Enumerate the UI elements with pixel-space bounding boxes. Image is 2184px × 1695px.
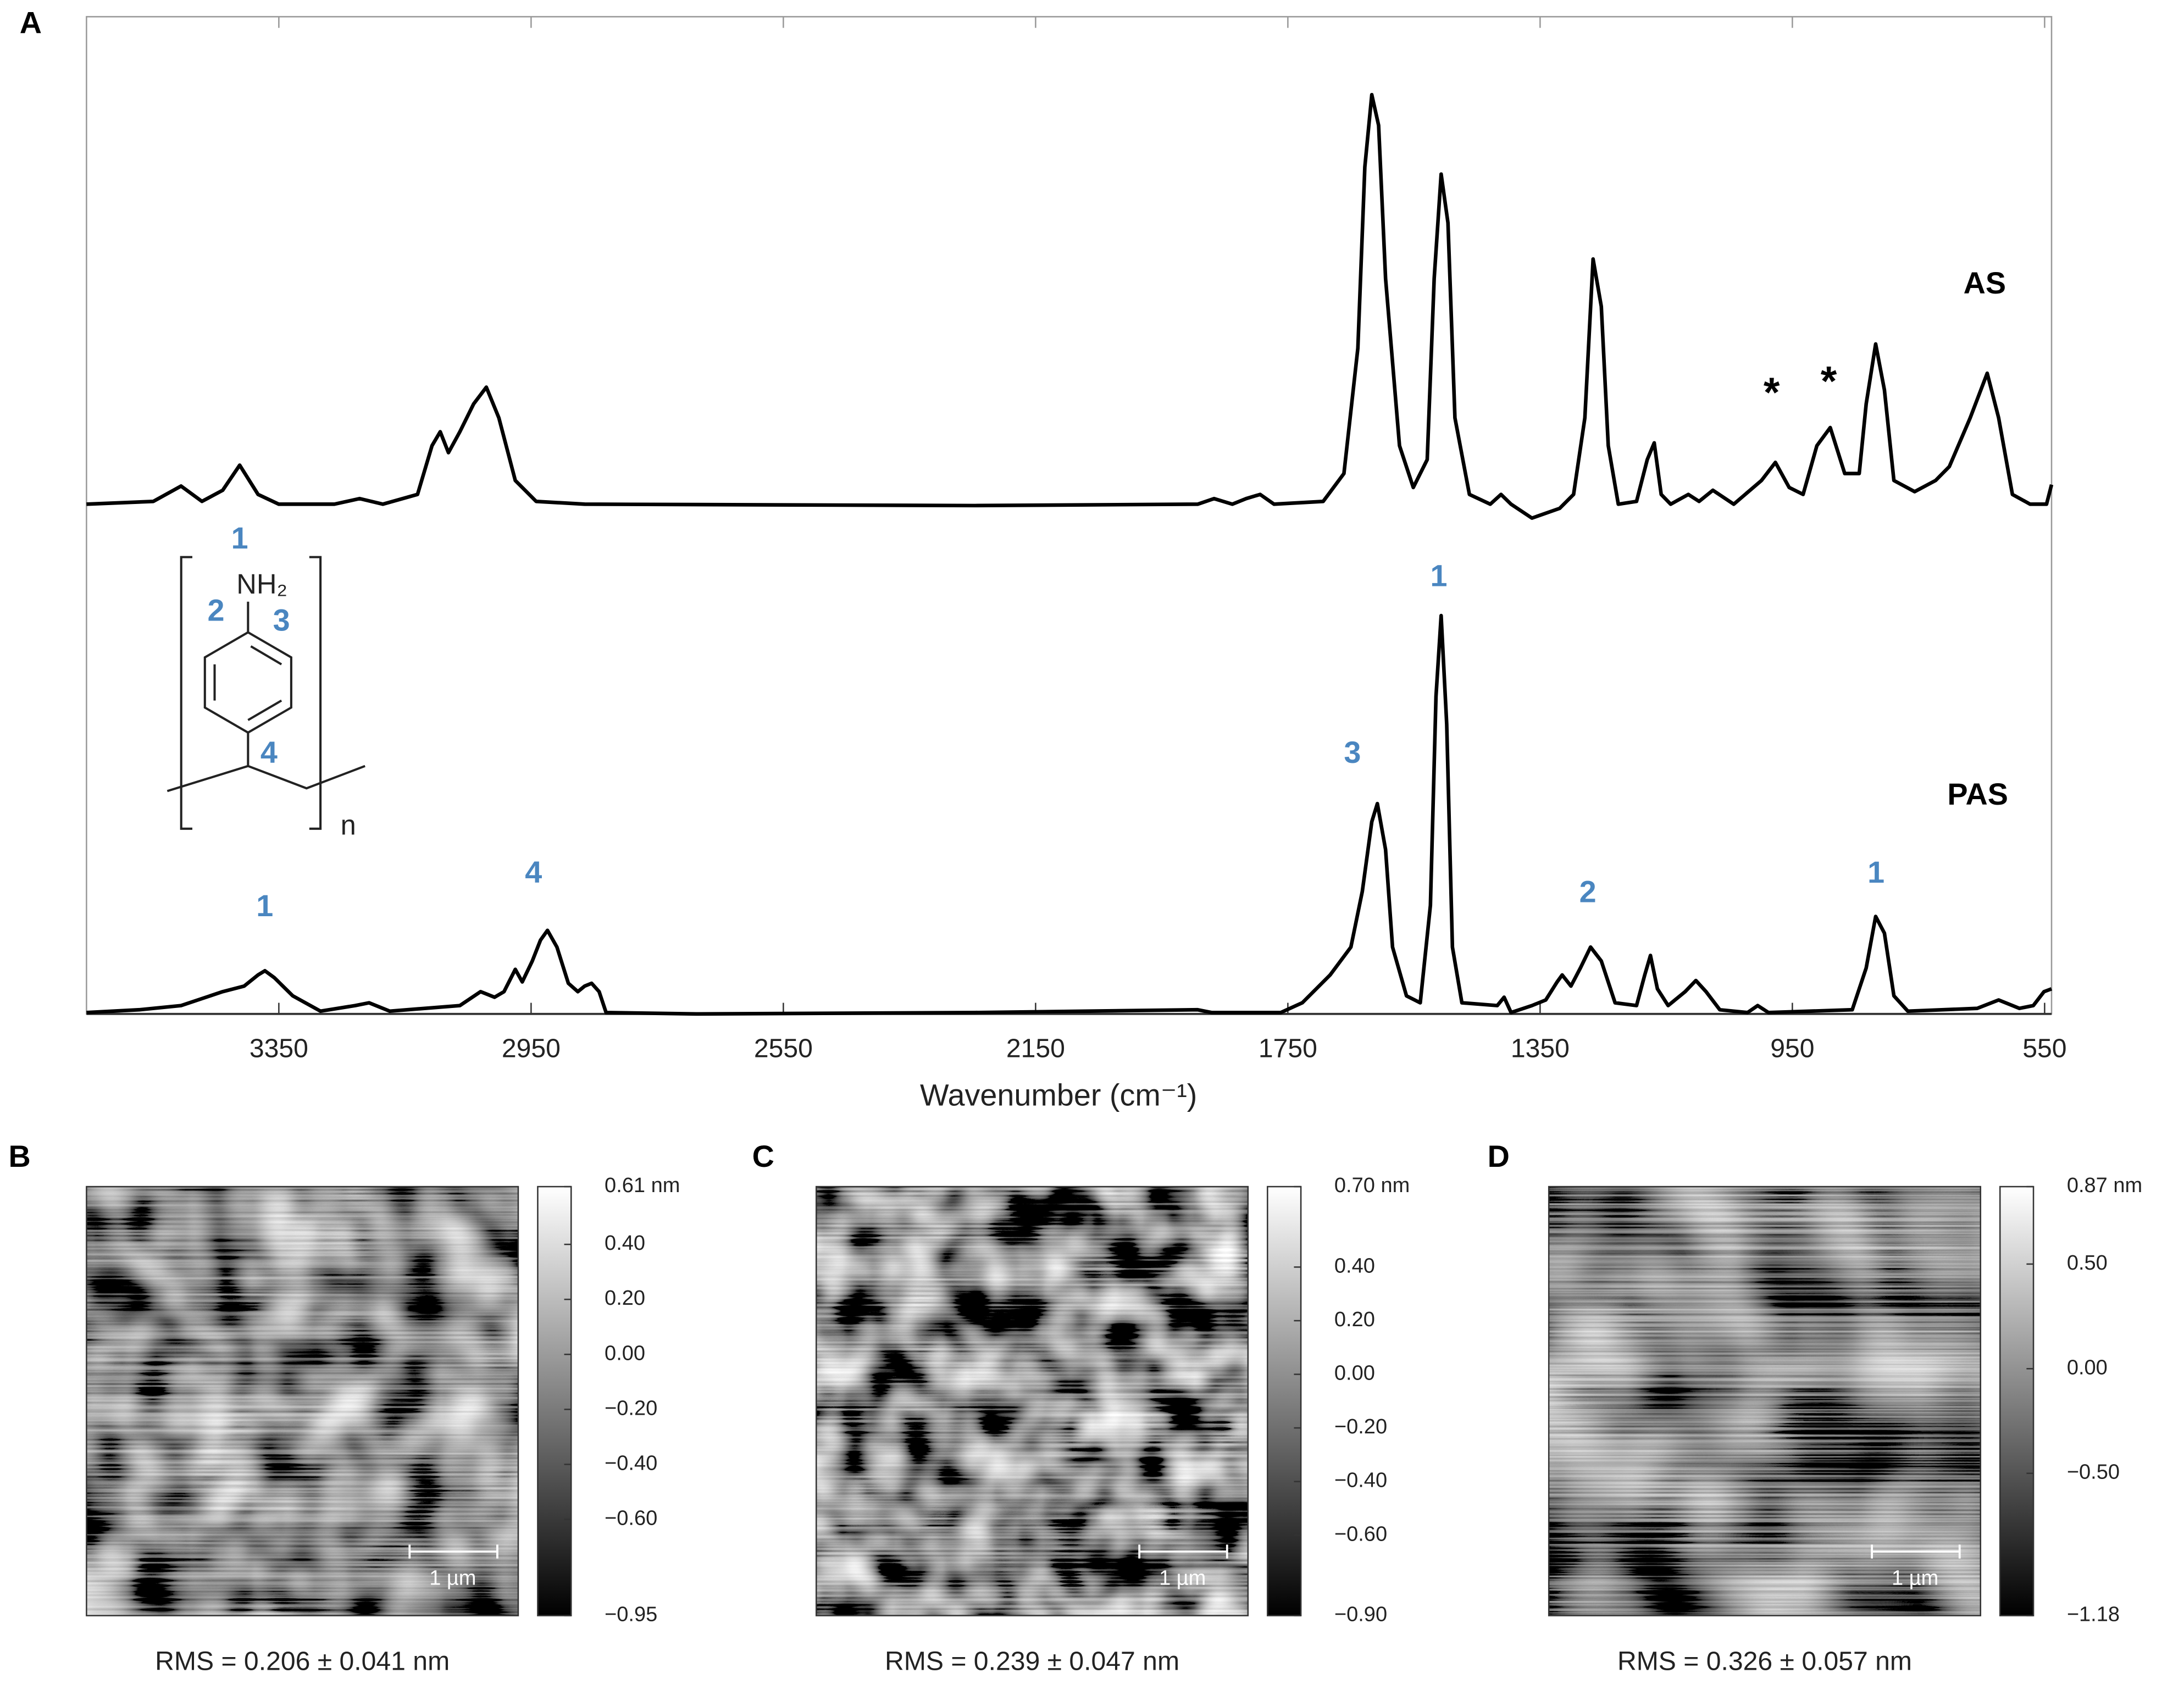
- scale-bar-label: 1 µm: [1159, 1567, 1206, 1590]
- colorbar-tick-label: −0.50: [2067, 1461, 2120, 1484]
- scale-bar: [408, 1544, 498, 1559]
- x-tick-label: 1350: [1511, 1033, 1570, 1063]
- peak-label: 2: [1579, 875, 1597, 909]
- marker-label: *: [1821, 358, 1837, 405]
- image-frame: [1548, 1186, 1982, 1616]
- colorbar-tick-label: 0.00: [605, 1342, 645, 1365]
- atom-label: 3: [273, 603, 290, 637]
- series-label: AS: [1964, 266, 2006, 300]
- x-tick-label: 1750: [1259, 1033, 1317, 1063]
- colorbar-tick-label: −0.60: [1334, 1522, 1387, 1546]
- panel-label: D: [1488, 1139, 1510, 1173]
- peak-label: 3: [1344, 735, 1361, 769]
- colorbar-tick-label: −0.20: [1334, 1415, 1387, 1438]
- panel-label: B: [8, 1139, 30, 1173]
- x-tick-label: 2550: [754, 1033, 813, 1063]
- panel-label: C: [752, 1139, 774, 1173]
- atom-label: 1: [231, 521, 248, 555]
- bracket: [180, 556, 322, 830]
- amine-group: NH₂: [236, 568, 287, 600]
- afm-image: [1549, 1187, 1981, 1616]
- colorbar-tick-label: 0.40: [605, 1232, 645, 1255]
- x-tick-label: 3350: [250, 1033, 308, 1063]
- colorbar-tick-label: −0.40: [605, 1452, 657, 1475]
- image-frame: [86, 1186, 519, 1616]
- bonds: [167, 601, 365, 793]
- colorbar-tick-label: 0.00: [1334, 1362, 1375, 1385]
- x-tick-label: 2950: [502, 1033, 561, 1063]
- colorbar: [1267, 1186, 1302, 1616]
- atom-label: 4: [260, 735, 278, 769]
- scale-bar-label: 1 µm: [429, 1567, 476, 1590]
- afm-image: [86, 1187, 518, 1616]
- afm-image: [816, 1187, 1248, 1616]
- scale-bar: [1138, 1544, 1228, 1559]
- colorbar-tick-label: −0.60: [605, 1506, 657, 1530]
- colorbar-tick-label: 0.87 nm: [2067, 1174, 2142, 1197]
- spectrum-line: [86, 613, 2053, 1016]
- spectrum-line: [86, 93, 2054, 520]
- rms-caption: RMS = 0.239 ± 0.047 nm: [885, 1646, 1179, 1676]
- colorbar-tick-label: 0.70 nm: [1334, 1174, 1410, 1197]
- colorbar-tick-label: −1.18: [2067, 1603, 2120, 1626]
- series-label: PAS: [1947, 777, 2008, 811]
- colorbar-tick-label: 0.20: [1334, 1308, 1375, 1331]
- colorbar-tick-label: 0.50: [2067, 1251, 2108, 1275]
- peak-label: 1: [256, 889, 273, 923]
- colorbar-tick-label: 0.61 nm: [605, 1174, 680, 1197]
- x-tick-label: 950: [1770, 1033, 1814, 1063]
- colorbar-tick-label: −0.40: [1334, 1469, 1387, 1492]
- x-tick-label: 2150: [1006, 1033, 1065, 1063]
- peak-label: 4: [525, 855, 542, 889]
- colorbar-tick-label: −0.95: [605, 1603, 657, 1626]
- x-axis-label: Wavenumber (cm⁻¹): [920, 1078, 1197, 1112]
- rms-caption: RMS = 0.206 ± 0.041 nm: [155, 1646, 450, 1676]
- repeat-label: n: [341, 810, 356, 841]
- scale-bar: [1871, 1544, 1961, 1559]
- atom-label: 2: [208, 594, 225, 628]
- panel-label: A: [20, 5, 42, 40]
- colorbar: [537, 1186, 572, 1616]
- image-frame: [815, 1186, 1249, 1616]
- marker-label: *: [1764, 369, 1780, 416]
- colorbar-tick-label: 0.00: [2067, 1356, 2108, 1379]
- colorbar-tick-label: 0.40: [1334, 1254, 1375, 1277]
- x-tick-label: 550: [2022, 1033, 2066, 1063]
- colorbar-tick-label: −0.20: [605, 1397, 657, 1420]
- chemical-structure: [167, 556, 365, 830]
- rms-caption: RMS = 0.326 ± 0.057 nm: [1617, 1646, 1912, 1676]
- colorbar-tick-label: −0.90: [1334, 1603, 1387, 1626]
- colorbar-tick-label: 0.20: [605, 1287, 645, 1310]
- ring-bonds: [213, 645, 282, 721]
- peak-label: 1: [1867, 855, 1884, 889]
- colorbar: [1999, 1186, 2035, 1616]
- scale-bar-label: 1 µm: [1892, 1567, 1938, 1590]
- peak-label: 1: [1430, 558, 1447, 592]
